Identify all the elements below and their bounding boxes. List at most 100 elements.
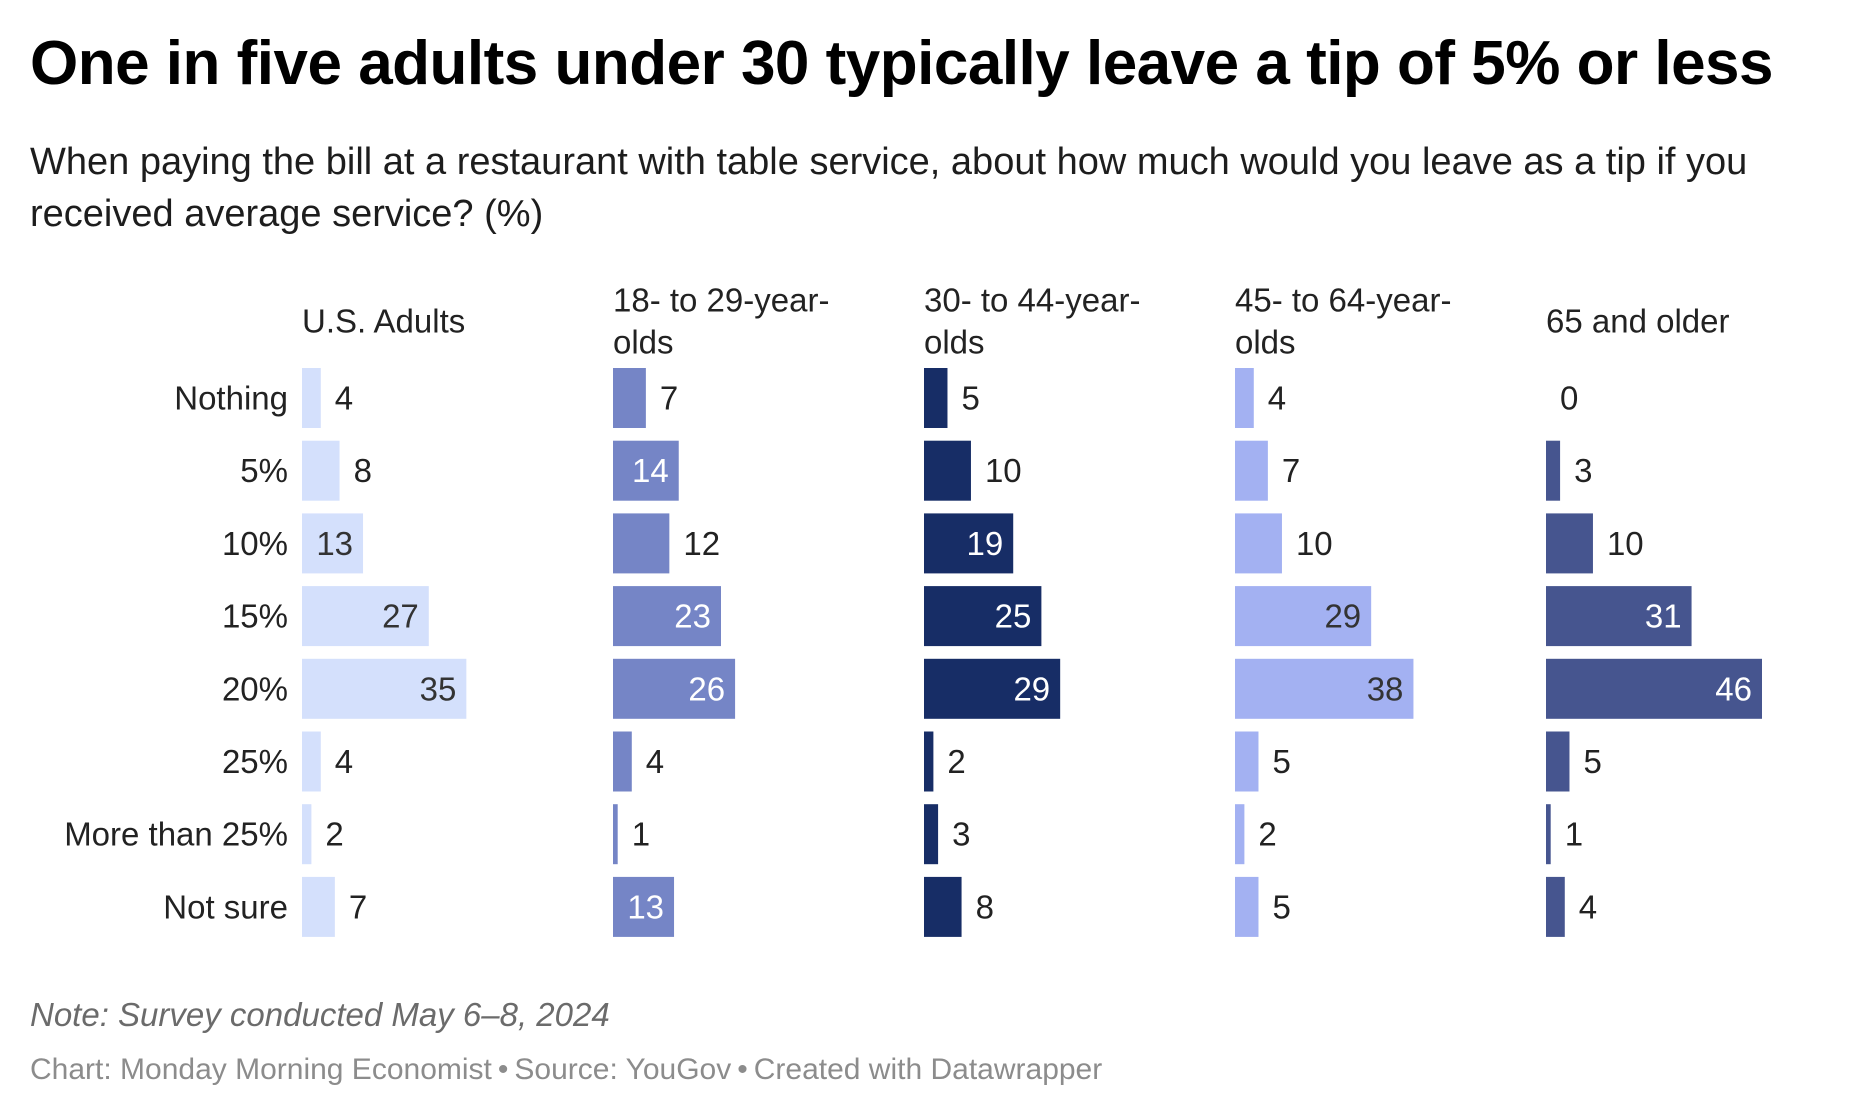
bar	[613, 731, 632, 792]
bar	[924, 513, 1014, 574]
category-label: 25%	[222, 743, 288, 780]
bar	[1546, 804, 1551, 865]
data-label: 12	[683, 525, 720, 562]
bar	[924, 586, 1042, 647]
data-label: 5	[961, 380, 979, 417]
data-label: 23	[674, 598, 711, 635]
data-label: 8	[976, 888, 994, 925]
category-label: Nothing	[174, 380, 288, 417]
bar	[924, 368, 948, 428]
bar	[1546, 440, 1561, 501]
data-label: 46	[1715, 670, 1752, 707]
panel-header: 30- to 44-year-olds	[924, 282, 1140, 361]
bar	[1546, 876, 1565, 937]
bar	[613, 513, 670, 574]
data-label: 1	[1565, 816, 1583, 853]
panel-header: 45- to 64-year-olds	[1235, 282, 1451, 361]
data-label: 13	[316, 525, 353, 562]
chart-footer: Chart: Monday Morning Economist • Source: …	[30, 1053, 1102, 1087]
data-label: 4	[1579, 888, 1597, 925]
data-label: 4	[646, 743, 664, 780]
panel-header: 65 and older	[1546, 303, 1729, 340]
category-label: 15%	[222, 598, 288, 635]
bar	[302, 876, 335, 937]
category-label: Not sure	[163, 888, 288, 925]
bar	[613, 440, 679, 501]
data-label: 27	[382, 598, 419, 635]
data-label: 3	[952, 816, 970, 853]
bar	[613, 586, 721, 647]
data-label: 2	[947, 743, 965, 780]
bar	[924, 440, 971, 501]
data-label: 5	[1583, 743, 1601, 780]
data-label: 29	[1324, 598, 1361, 635]
bar	[613, 876, 675, 937]
data-label: 8	[354, 452, 372, 489]
data-label: 2	[1258, 816, 1276, 853]
data-label: 14	[632, 452, 669, 489]
data-label: 25	[995, 598, 1032, 635]
bar	[613, 658, 736, 719]
bar	[1235, 513, 1282, 574]
bar	[1235, 876, 1259, 937]
category-label: 5%	[240, 452, 288, 489]
data-label: 1	[632, 816, 650, 853]
data-label: 7	[349, 888, 367, 925]
bar	[924, 804, 939, 865]
bar	[302, 368, 321, 428]
chart-note: Note: Survey conducted May 6–8, 2024	[30, 996, 610, 1033]
category-label: More than 25%	[64, 816, 288, 853]
data-label: 4	[335, 743, 353, 780]
separator-dot: •	[737, 1053, 748, 1086]
bar	[302, 658, 467, 719]
category-label: 10%	[222, 525, 288, 562]
chart-credit: Chart: Monday Morning Economist	[30, 1053, 492, 1086]
bar	[1235, 658, 1414, 719]
bar	[302, 440, 340, 501]
tool-credit: Created with Datawrapper	[753, 1053, 1103, 1086]
bar	[1546, 658, 1762, 719]
bar	[302, 513, 364, 574]
category-label: 20%	[222, 670, 288, 707]
data-label: 29	[1013, 670, 1050, 707]
data-label: 5	[1272, 743, 1290, 780]
bar	[1546, 731, 1570, 792]
bar	[613, 804, 618, 865]
chart-subtitle: When paying the bill at a restaurant wit…	[30, 141, 1748, 235]
data-label: 13	[627, 888, 664, 925]
bar-chart: Nothing 5% 10% 15% 20% 25% More than 25% Not su…	[64, 282, 1762, 937]
data-label: 2	[325, 816, 343, 853]
data-label: 3	[1574, 452, 1592, 489]
data-label: 31	[1645, 598, 1682, 635]
data-label: 35	[420, 670, 457, 707]
data-label: 26	[688, 670, 725, 707]
chart-title: One in five adults under 30 typically le…	[30, 29, 1774, 98]
bar	[302, 586, 429, 647]
bar	[1235, 586, 1372, 647]
bar	[1235, 804, 1245, 865]
panel-header: U.S. Adults	[302, 303, 465, 340]
data-label: 19	[966, 525, 1003, 562]
bar	[302, 731, 321, 792]
bar	[1546, 513, 1593, 574]
data-label: 0	[1560, 380, 1578, 417]
bar	[924, 731, 934, 792]
separator-dot: •	[497, 1053, 509, 1086]
bar	[924, 658, 1061, 719]
data-label: 5	[1272, 888, 1290, 925]
bar	[302, 804, 312, 865]
panel-header: 18- to 29-year-olds	[613, 282, 829, 361]
data-label: 10	[985, 452, 1022, 489]
data-label: 38	[1367, 670, 1404, 707]
data-label: 4	[335, 380, 353, 417]
data-label: 7	[660, 380, 678, 417]
bar	[1235, 368, 1254, 428]
bar	[1546, 586, 1692, 647]
bar	[613, 368, 646, 428]
data-label: 7	[1282, 452, 1300, 489]
data-label: 10	[1296, 525, 1333, 562]
bar	[924, 876, 962, 937]
bar	[1235, 440, 1268, 501]
source-credit: Source: YouGov	[514, 1053, 732, 1086]
bar	[1235, 731, 1259, 792]
